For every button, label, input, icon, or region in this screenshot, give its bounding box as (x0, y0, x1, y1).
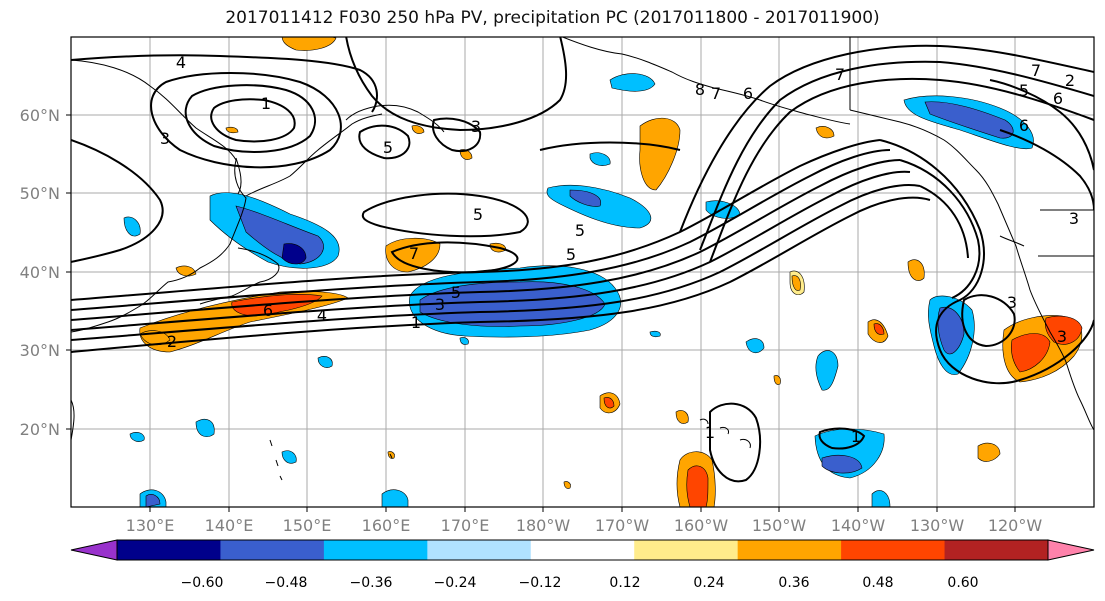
colorbar-tick-label: −0.60 (181, 575, 224, 591)
contour-label: 3 (1057, 327, 1067, 346)
contour-label: 1 (851, 427, 861, 446)
colorbar-extend-low (70, 539, 118, 561)
colorbar-swatch (634, 540, 739, 560)
contour-label: 5 (383, 138, 393, 157)
lat-label: 30°N (20, 341, 60, 360)
contour-label: 5 (451, 283, 461, 302)
colorbar-swatch (841, 540, 946, 560)
islands (269, 439, 393, 481)
contour-labels: 4 1 3 5 5 6 7 6 8 7 6 5 7 5 3 5 1 4 6 2 … (160, 53, 1079, 446)
colorbar-swatch (944, 540, 1049, 560)
contour-label: 8 (695, 80, 705, 99)
colorbar-tick-label: −0.12 (519, 575, 562, 591)
lon-label: 160°E (362, 516, 411, 535)
colorbar-extend-high (1047, 539, 1095, 561)
colorbar-swatch (530, 540, 635, 560)
longitude-labels: 130°E 140°E 150°E 160°E 170°E 180°W 170°… (126, 516, 1043, 535)
colorbar-tick-label: 0.12 (609, 575, 640, 591)
colorbar-tick-label: 0.36 (778, 575, 809, 591)
contour-label: 5 (473, 205, 483, 224)
latitude-labels: 60°N 50°N 40°N 30°N 20°N (20, 106, 60, 439)
colorbar-tick-label: −0.36 (350, 575, 393, 591)
contour-label: 2 (1065, 71, 1075, 90)
pv-contours (71, 37, 1094, 483)
contour-label: 3 (435, 295, 445, 314)
lon-label: 140°E (205, 516, 254, 535)
contour-label: 7 (835, 65, 845, 84)
lon-label: 150°E (283, 516, 332, 535)
contour-label: 6 (1053, 89, 1063, 108)
colorbar-outline (116, 539, 1049, 561)
colorbar-swatch (323, 540, 428, 560)
colorbar-swatch (427, 540, 532, 560)
coastlines (71, 37, 1094, 449)
contour-label: 3 (471, 117, 481, 136)
lon-label: 180°W (516, 516, 571, 535)
colorbar-tick-label: 0.60 (947, 575, 978, 591)
colorbar-tick-label: 0.24 (693, 575, 724, 591)
contour-label: 1 (261, 94, 271, 113)
map-title: 2017011412 F030 250 hPa PV, precipitatio… (225, 8, 880, 28)
contour-label: 4 (176, 53, 186, 72)
lon-label: 160°W (674, 516, 729, 535)
lon-label: 150°W (752, 516, 807, 535)
axis-ticks (66, 114, 1016, 512)
colorbar-tick-labels: −0.60 −0.48 −0.36 −0.24 −0.12 0.12 0.24 … (181, 575, 979, 591)
lon-label: 130°E (126, 516, 175, 535)
colorbar-tick-label: 0.48 (862, 575, 893, 591)
contour-label: 2 (167, 332, 177, 351)
lon-label: 170°E (441, 516, 490, 535)
contour-label: 3 (160, 129, 170, 148)
colorbar-swatch (117, 540, 221, 560)
contour-label: 6 (743, 84, 753, 103)
contour-label: 6 (1019, 116, 1029, 135)
colorbar-tick-label: −0.24 (434, 575, 477, 591)
colorbar-swatch (737, 540, 842, 560)
contour-label: 1 (411, 313, 421, 332)
lon-label: 140°W (831, 516, 886, 535)
lon-label: 170°W (595, 516, 650, 535)
lat-label: 40°N (20, 263, 60, 282)
colorbar-tick-label: −0.48 (265, 575, 308, 591)
colorbar: −0.60 −0.48 −0.36 −0.24 −0.12 0.12 0.24 … (70, 539, 1095, 591)
lon-label: 130°W (910, 516, 965, 535)
colorbar-swatch (220, 540, 325, 560)
lat-label: 20°N (20, 420, 60, 439)
lon-label: 120°W (988, 516, 1043, 535)
contour-label: 1 (705, 423, 715, 442)
contour-label: 4 (317, 306, 327, 325)
contour-label: 7 (711, 84, 721, 103)
lat-label: 50°N (20, 184, 60, 203)
contour-label: 6 (263, 301, 273, 320)
contour-label: 3 (1007, 293, 1017, 312)
contour-label: 7 (1031, 61, 1041, 80)
contour-label: 3 (1069, 209, 1079, 228)
contour-label: 5 (1019, 81, 1029, 100)
lat-label: 60°N (20, 106, 60, 125)
contour-label: 7 (409, 244, 419, 263)
contour-label: 5 (566, 245, 576, 264)
contour-label: 5 (575, 221, 585, 240)
